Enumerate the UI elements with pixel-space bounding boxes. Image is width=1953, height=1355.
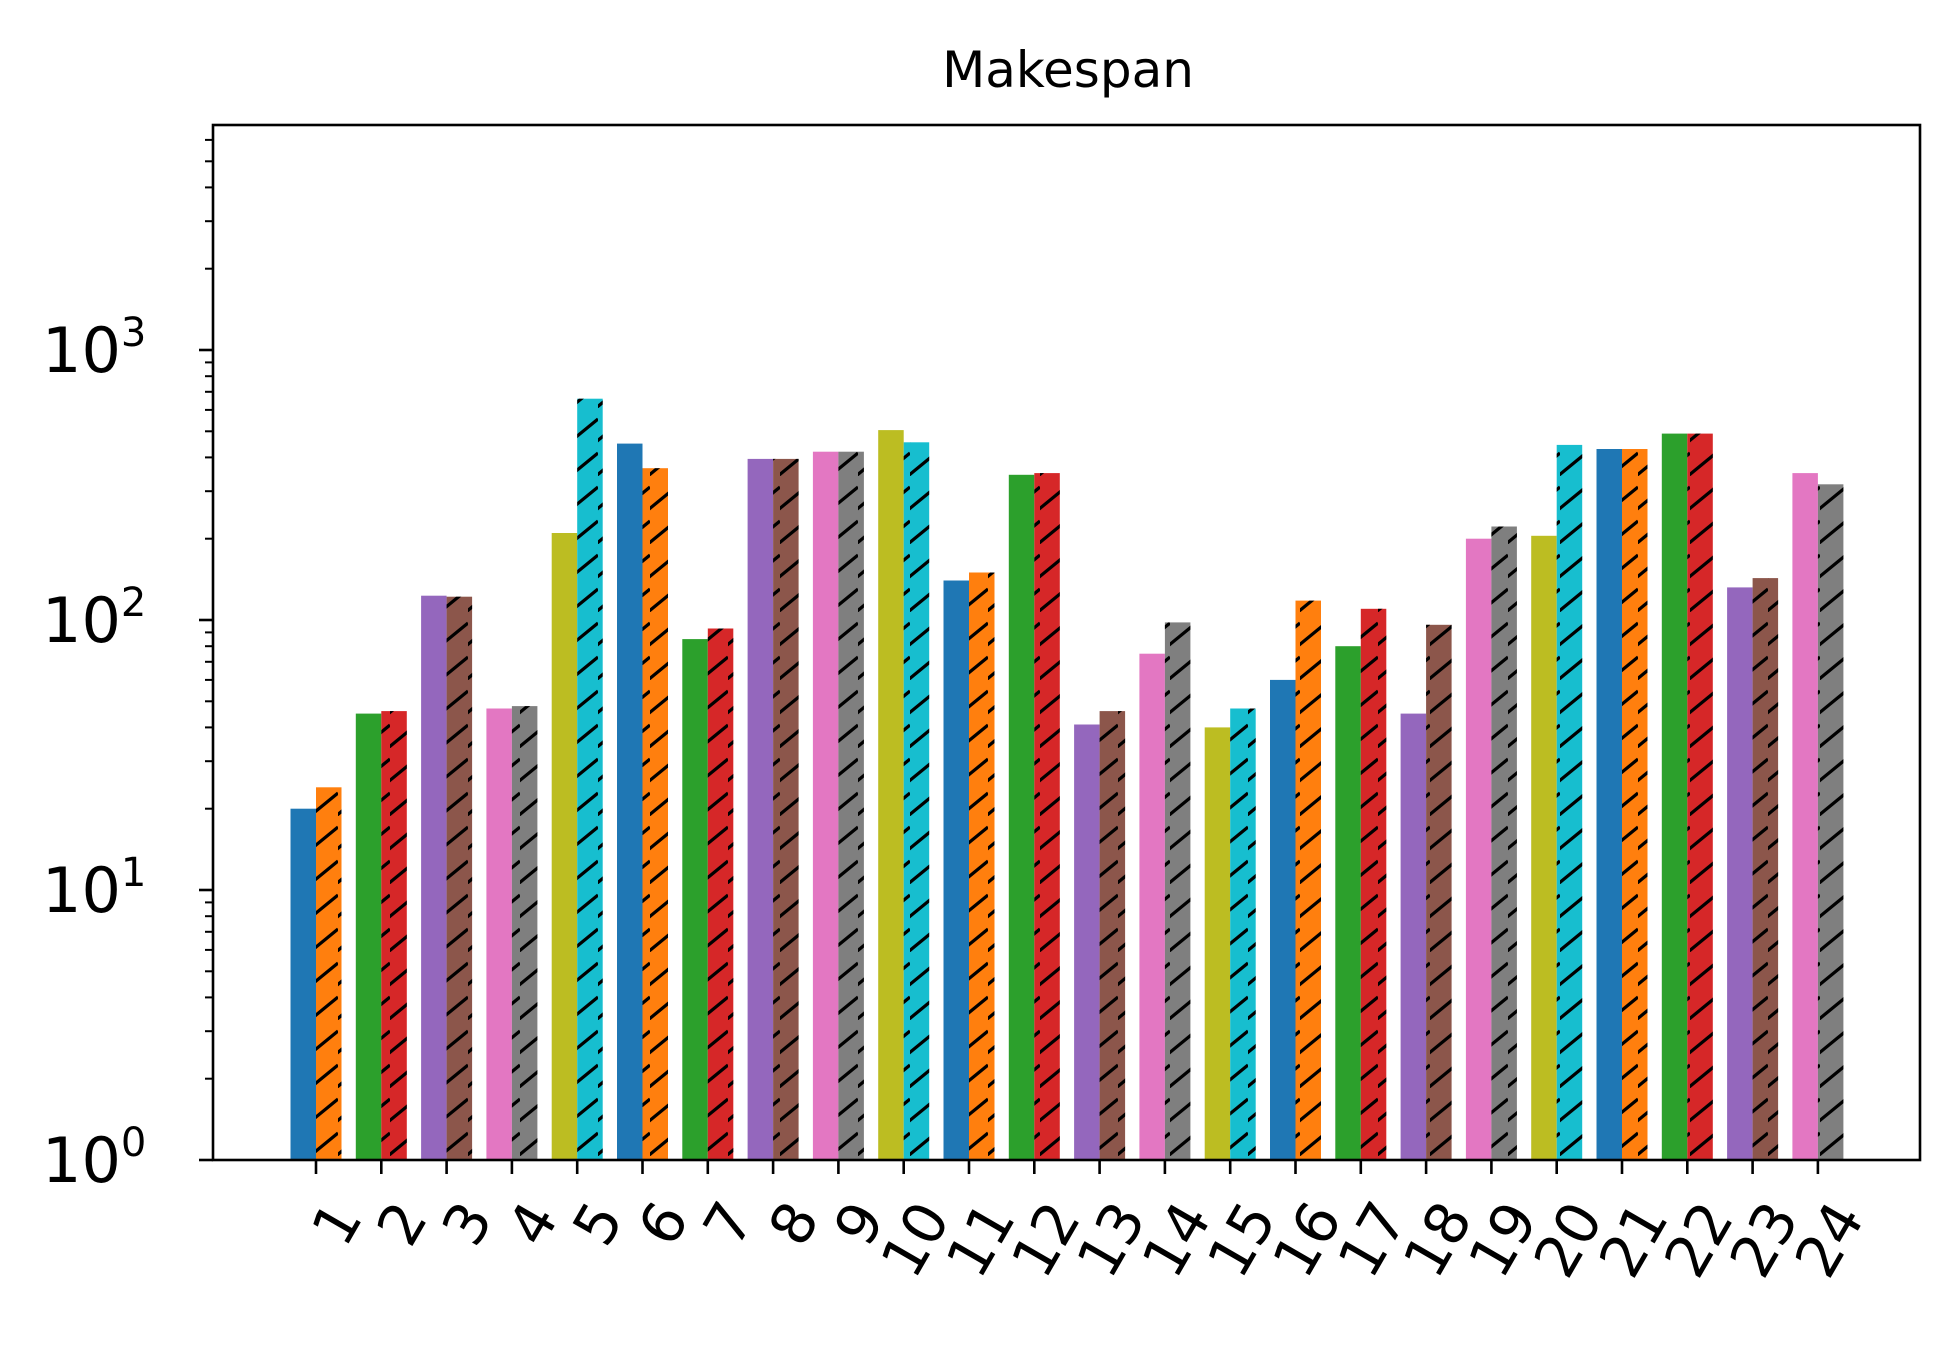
bar-18-hatch-overlay xyxy=(1426,624,1452,1160)
bar-19-hatch-overlay xyxy=(1491,526,1517,1160)
bar-9-hatch-overlay xyxy=(838,451,864,1160)
bar-5-solid xyxy=(551,533,578,1160)
bar-16-hatch-overlay xyxy=(1295,600,1321,1160)
bar-10-hatch-overlay xyxy=(903,442,930,1160)
bar-1-solid xyxy=(290,808,316,1160)
bar-9-solid xyxy=(812,451,839,1160)
bar-7-hatch-overlay xyxy=(707,628,734,1160)
bar-18-solid xyxy=(1400,713,1427,1160)
bar-19-solid xyxy=(1465,538,1492,1160)
bar-16-solid xyxy=(1270,679,1296,1160)
y-tick-label: 102 xyxy=(42,580,146,657)
bar-4-solid xyxy=(486,708,512,1160)
bar-1-hatch-overlay xyxy=(316,787,342,1160)
bar-12-solid xyxy=(1008,474,1035,1160)
y-tick-label: 100 xyxy=(42,1120,146,1197)
y-tick-label: 101 xyxy=(42,850,146,927)
bar-23-hatch-overlay xyxy=(1752,578,1779,1160)
plot-frame xyxy=(211,123,1922,1162)
bar-11-hatch-overlay xyxy=(969,572,995,1160)
bar-11-solid xyxy=(943,580,969,1160)
bar-3-hatch-overlay xyxy=(446,596,473,1160)
bar-5-hatch-overlay xyxy=(577,398,603,1160)
bar-6-solid xyxy=(617,443,643,1161)
bar-13-solid xyxy=(1074,724,1100,1160)
bar-20-solid xyxy=(1531,535,1557,1160)
bar-21-solid xyxy=(1596,449,1622,1160)
bar-22-solid xyxy=(1661,433,1688,1161)
bar-24-solid xyxy=(1792,473,1818,1161)
bar-20-hatch-overlay xyxy=(1556,444,1583,1160)
chart-title: Makespan xyxy=(942,41,1194,99)
bar-3-solid xyxy=(421,595,447,1160)
bar-15-solid xyxy=(1204,727,1231,1160)
bar-23-solid xyxy=(1727,587,1753,1160)
bar-21-hatch-overlay xyxy=(1622,449,1648,1160)
bar-7-solid xyxy=(682,639,708,1160)
bar-2-solid xyxy=(355,713,382,1160)
bar-22-hatch-overlay xyxy=(1687,433,1713,1161)
bar-14-solid xyxy=(1139,653,1165,1160)
bar-24-hatch-overlay xyxy=(1817,484,1844,1160)
bar-10-solid xyxy=(878,430,904,1161)
bar-17-solid xyxy=(1335,646,1361,1160)
bars-group xyxy=(290,398,1844,1161)
y-tick-label: 103 xyxy=(42,310,146,387)
bar-6-hatch-overlay xyxy=(642,468,668,1160)
bar-4-hatch-overlay xyxy=(511,706,538,1160)
bar-8-solid xyxy=(747,458,774,1160)
bar-15-hatch-overlay xyxy=(1230,708,1256,1160)
y-minor-ticks xyxy=(205,138,213,1080)
bar-2-hatch-overlay xyxy=(381,711,407,1160)
bar-8-hatch-overlay xyxy=(773,458,799,1160)
y-axis-ticks: 100 101 102 103 xyxy=(42,310,213,1197)
bar-12-hatch-overlay xyxy=(1034,473,1060,1161)
bar-13-hatch-overlay xyxy=(1099,711,1126,1160)
bar-14-hatch-overlay xyxy=(1164,622,1191,1160)
bar-17-hatch-overlay xyxy=(1360,608,1387,1160)
